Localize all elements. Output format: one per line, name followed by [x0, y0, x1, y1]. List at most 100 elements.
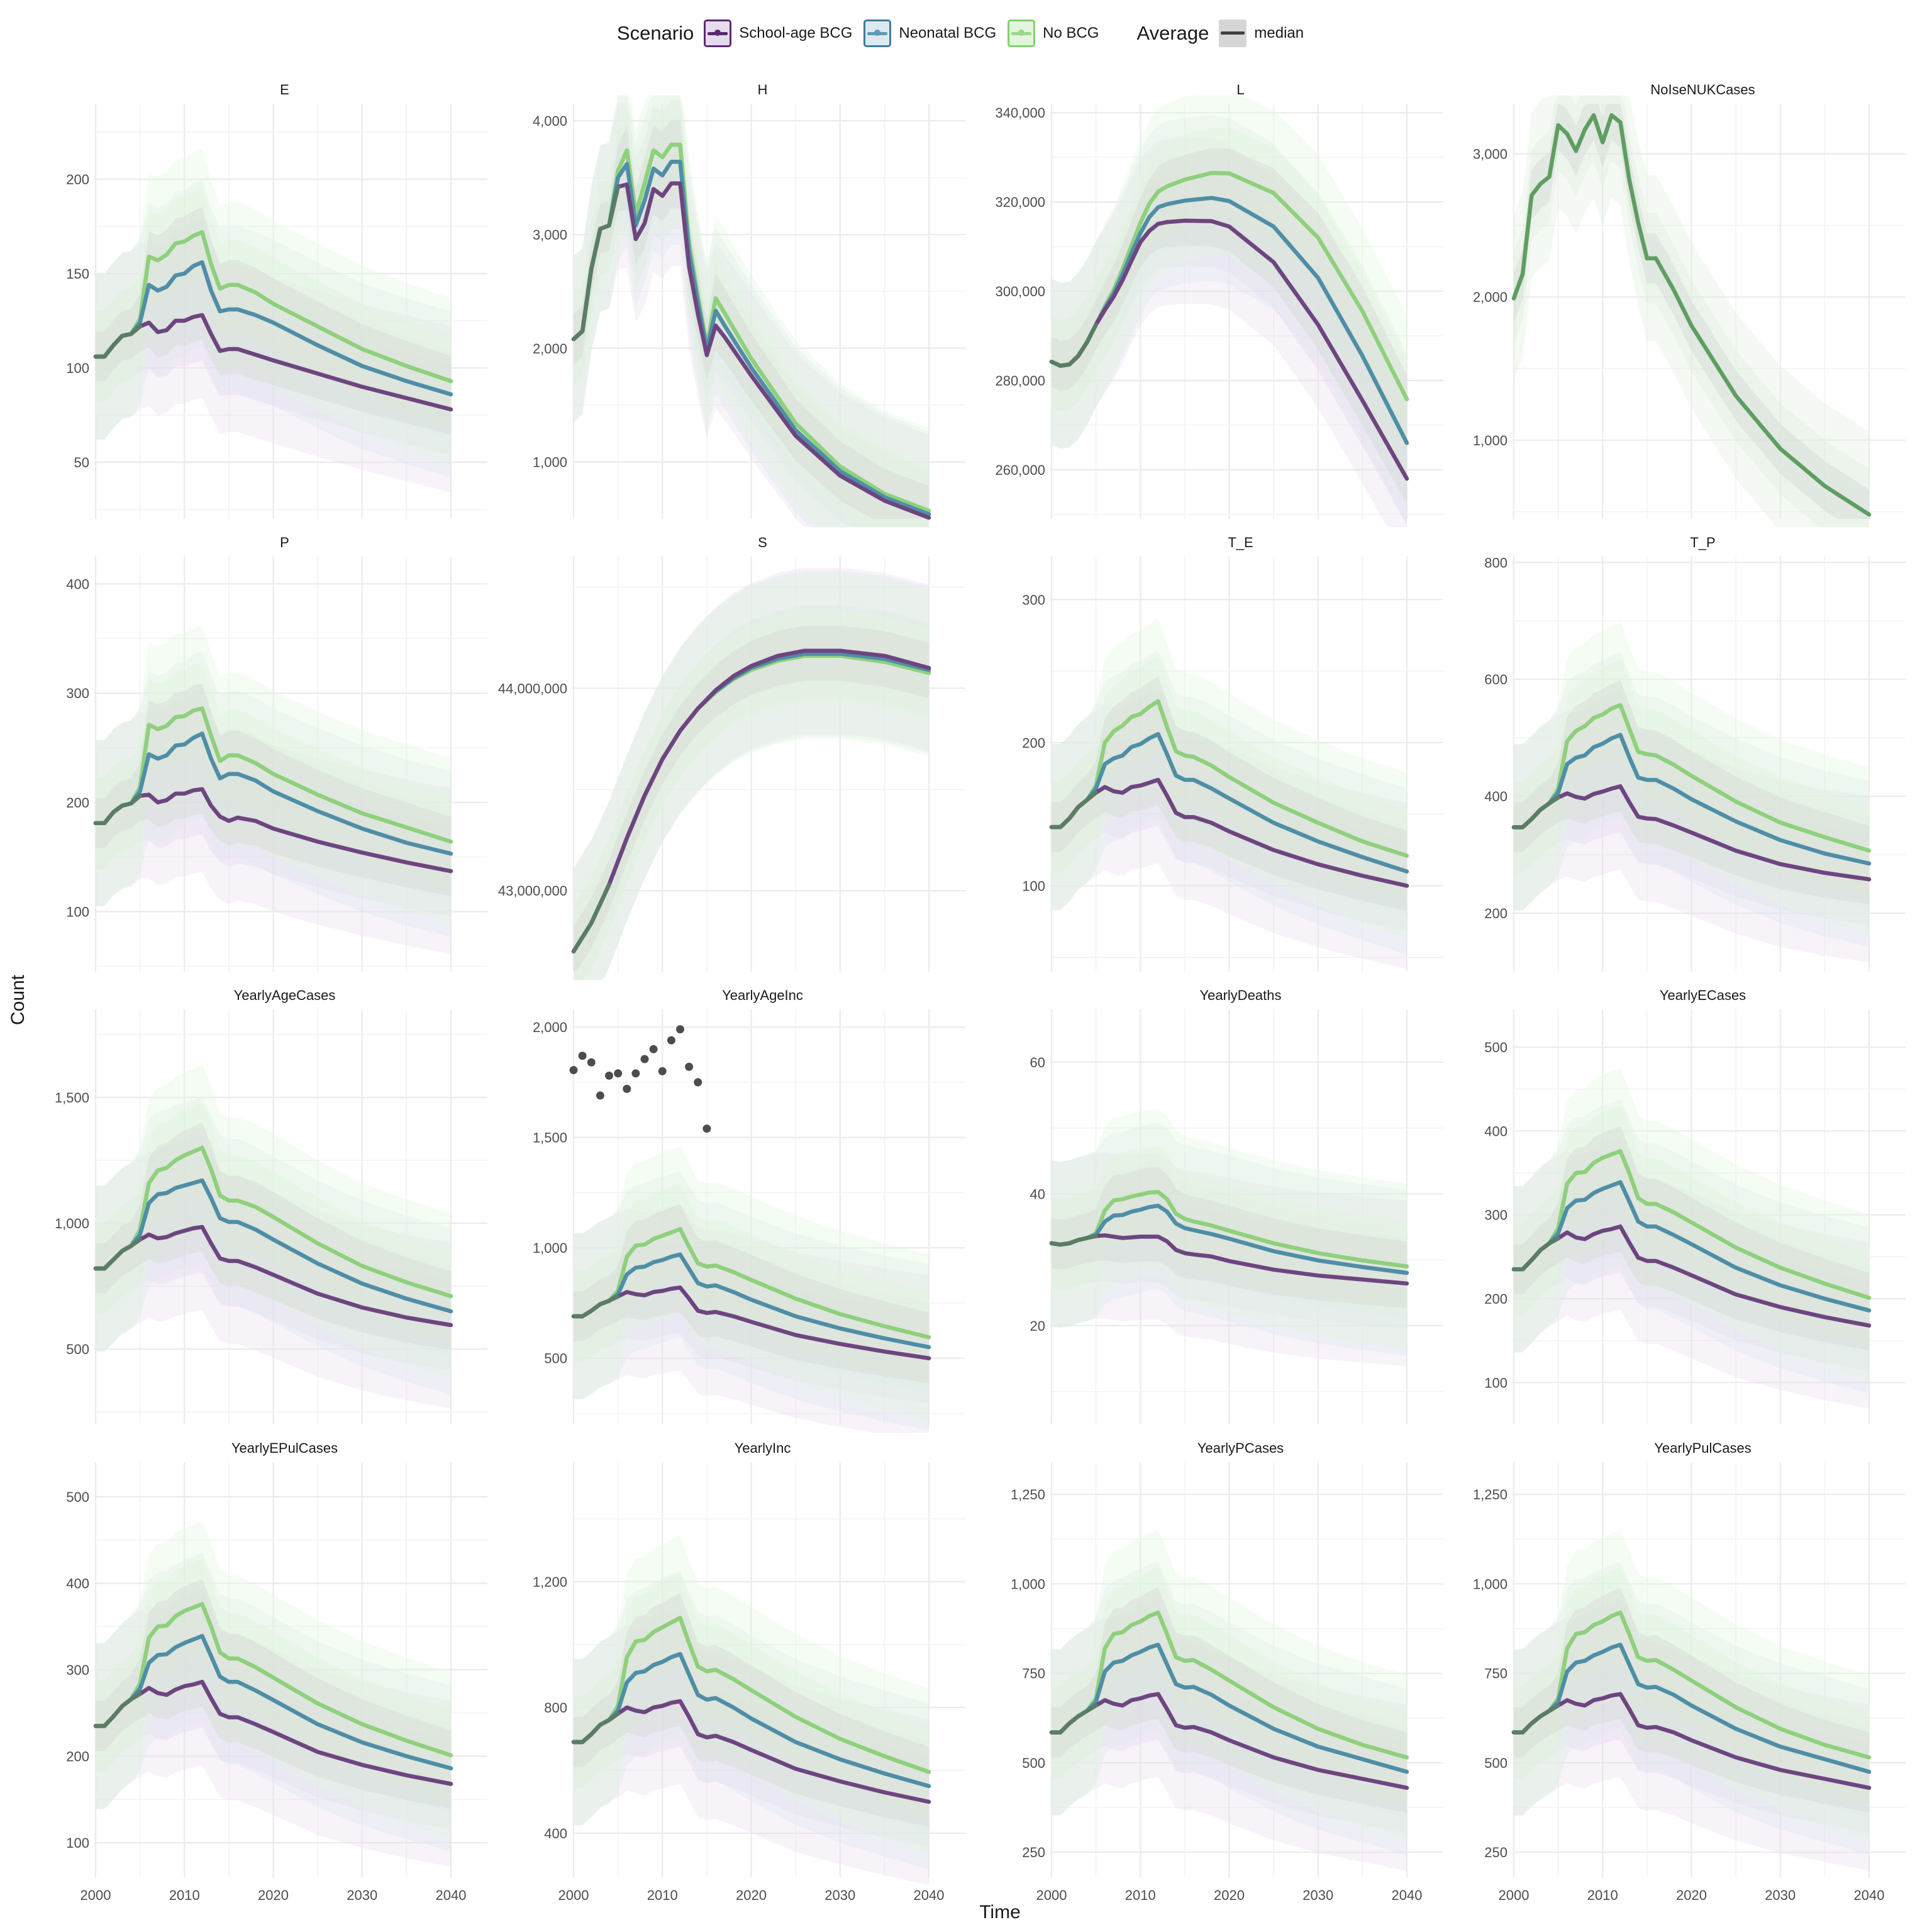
observed-point: [676, 1025, 684, 1034]
y-tick-label: 260,000: [995, 462, 1045, 478]
legend-key-school-age-bcg: [704, 19, 732, 47]
ribbon-no-bcg: [574, 99, 929, 528]
observed-point: [658, 1067, 667, 1075]
panel-title: S: [758, 535, 767, 550]
x-axis-title: Time: [979, 1902, 1021, 1923]
panel-s: S 43,000,000 44,000,000: [498, 535, 965, 980]
observed-point: [596, 1091, 604, 1100]
y-tick-label: 1,200: [533, 1574, 567, 1590]
observed-point: [702, 1124, 711, 1133]
y-tick-label: 50: [74, 455, 89, 470]
y-tick-label: 500: [66, 1341, 89, 1357]
x-tick-label: 2030: [347, 1887, 377, 1903]
panel-yearlyinc: YearlyInc 400 800 1,200 2000 2010 2020 2030 2040: [533, 1440, 965, 1903]
panel-title: YearlyAgeInc: [722, 987, 803, 1003]
observed-point: [569, 1066, 578, 1075]
y-tick-label: 1,000: [1011, 1576, 1045, 1592]
y-tick-label: 3,000: [1473, 147, 1507, 162]
y-tick-label: 20: [1030, 1318, 1045, 1334]
panel-title: P: [280, 535, 289, 550]
y-tick-label: 100: [1484, 1375, 1507, 1391]
y-tick-label: 300,000: [995, 284, 1045, 299]
panel-title: T_E: [1228, 535, 1253, 550]
legend-scenario-title: Scenario: [616, 22, 694, 44]
y-tick-label: 300: [1022, 592, 1045, 608]
y-tick-label: 320,000: [995, 194, 1045, 210]
y-tick-label: 800: [544, 1700, 567, 1716]
observed-point: [649, 1045, 658, 1053]
panel-title: YearlyAgeCases: [234, 987, 336, 1003]
legend-item-median: median: [1219, 19, 1304, 47]
ribbon-median-overlap: [1514, 680, 1869, 904]
y-tick-label: 500: [1484, 1040, 1507, 1055]
panel-p: P 100 200 300 400: [66, 535, 487, 972]
y-tick-label: 100: [1022, 878, 1045, 894]
y-tick-label: 500: [1022, 1755, 1045, 1771]
panel-t-p: T_P 200 400 600 800: [1484, 535, 1906, 972]
ribbon-median-overlap: [1052, 676, 1407, 911]
y-tick-label: 200: [66, 1749, 89, 1765]
y-tick-label: 300: [66, 686, 89, 701]
x-tick-label: 2030: [1302, 1887, 1333, 1903]
panel-e: E 50 100 150 200: [66, 82, 487, 519]
y-tick-label: 1,000: [533, 1240, 567, 1256]
y-tick-label: 250: [1484, 1845, 1507, 1860]
y-tick-label: 400: [1484, 789, 1507, 804]
y-tick-label: 44,000,000: [498, 680, 567, 696]
y-tick-label: 100: [66, 1835, 89, 1851]
legend-label-median: median: [1254, 25, 1304, 42]
median-line-shared: [1511, 1703, 1560, 1735]
y-tick-label: 1,500: [533, 1130, 567, 1146]
x-tick-label: 2000: [80, 1887, 111, 1903]
panel-title: NoIseNUKCases: [1650, 82, 1755, 97]
ribbon-median-overlap: [1052, 1587, 1407, 1813]
panel-yearlypulcases: YearlyPulCases 250 500 750 1,000 1,250 2000 201…: [1473, 1440, 1906, 1903]
ribbon-median-overlap: [96, 1123, 451, 1350]
median-line-shared: [93, 794, 142, 826]
y-tick-label: 1,000: [533, 455, 567, 470]
median-line-shared: [1049, 1703, 1098, 1735]
median-line-shared: [1511, 795, 1560, 830]
panel-title: YearlyPCases: [1197, 1440, 1284, 1456]
x-tick-label: 2000: [1499, 1887, 1530, 1903]
y-tick-label: 200: [1484, 1291, 1507, 1307]
y-tick-label: 1,500: [55, 1090, 89, 1106]
x-tick-label: 2030: [824, 1887, 855, 1903]
y-tick-label: 3,000: [533, 227, 567, 243]
y-tick-label: 200: [66, 795, 89, 811]
panel-yearlyepulcases: YearlyEPulCases 100 200 300 400 500 2000 2010 20…: [66, 1440, 487, 1903]
x-tick-label: 2040: [914, 1887, 945, 1903]
y-tick-label: 400: [544, 1826, 567, 1841]
legend-label-school-age-bcg: School-age BCG: [739, 25, 853, 42]
observed-point: [640, 1055, 649, 1063]
observed-point: [623, 1084, 631, 1093]
x-tick-label: 2000: [1036, 1887, 1067, 1903]
median-line-no-bcg: [1511, 113, 1872, 517]
ribbon-median-overlap: [1514, 1126, 1869, 1351]
y-tick-label: 500: [66, 1489, 89, 1505]
y-tick-label: 1,250: [1011, 1487, 1045, 1502]
y-tick-label: 200: [1022, 735, 1045, 751]
ribbon-median-overlap: [96, 1579, 451, 1809]
x-tick-label: 2020: [1214, 1887, 1245, 1903]
panel-title: YearlyEPulCases: [231, 1440, 338, 1456]
legend-label-neonatal-bcg: Neonatal BCG: [899, 25, 997, 42]
panel-yearlyagecases: YearlyAgeCases 500 1,000 1,500: [55, 987, 487, 1424]
y-tick-label: 400: [66, 1576, 89, 1592]
panel-title: YearlyPulCases: [1654, 1440, 1752, 1456]
panel-yearlyageinc: YearlyAgeInc 500 1,000 1,500 2,000: [533, 987, 965, 1433]
panels: E 50 100 150 200 H 1,000 2,000 3,000 4,000 L 260,00…: [55, 82, 1906, 1903]
x-tick-label: 2010: [169, 1887, 200, 1903]
x-tick-label: 2040: [1392, 1887, 1423, 1903]
y-tick-label: 2,000: [533, 1019, 567, 1035]
median-line-shared: [571, 1294, 620, 1319]
y-tick-label: 300: [1484, 1208, 1507, 1223]
y-tick-label: 1,000: [1473, 1576, 1507, 1592]
median-line-shared: [93, 1237, 142, 1271]
x-tick-label: 2010: [1125, 1887, 1156, 1903]
legend-average-title: Average: [1136, 22, 1209, 44]
median-line-shared: [1049, 1234, 1098, 1247]
ribbon-no-bcg: [1052, 95, 1407, 482]
y-tick-label: 43,000,000: [498, 883, 567, 899]
